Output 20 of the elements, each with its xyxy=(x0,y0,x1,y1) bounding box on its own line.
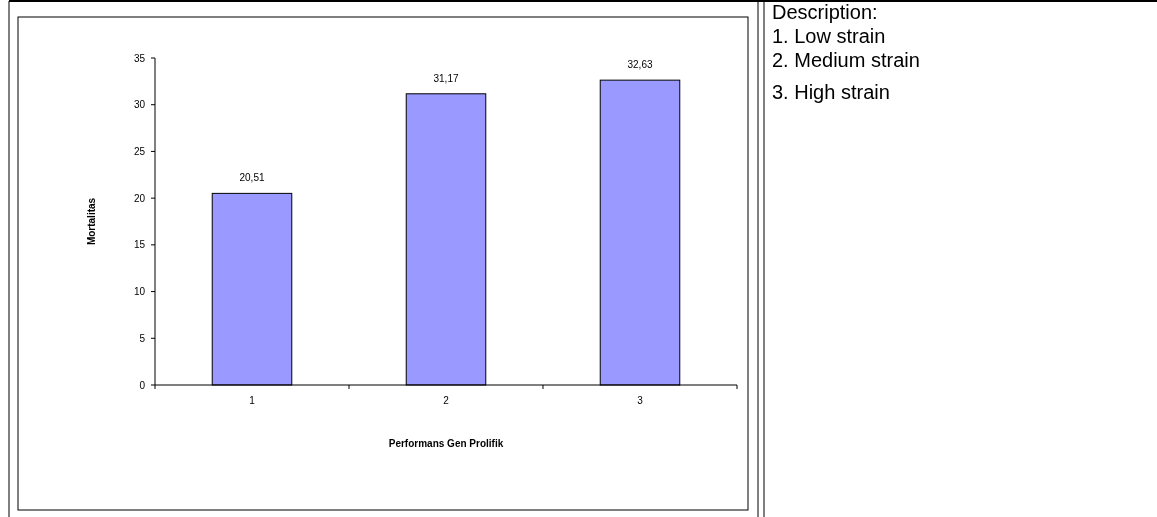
y-tick-label: 35 xyxy=(133,52,146,64)
y-tick-label: 5 xyxy=(139,332,146,344)
text: 3. High strain xyxy=(772,81,890,103)
y-tick-label: 0 xyxy=(139,379,146,391)
x-tick-label: 2 xyxy=(443,395,450,406)
x-axis-title: Performans Gen Prolifik xyxy=(388,438,504,449)
y-tick-label: 15 xyxy=(133,239,146,251)
text: Description: xyxy=(772,1,878,23)
y-tick-label: 10 xyxy=(133,286,146,298)
data-label: 32,63 xyxy=(627,59,653,71)
y-tick-label: 20 xyxy=(133,192,146,204)
text: 1. Low strain xyxy=(772,25,886,47)
y-tick-label: 25 xyxy=(133,145,146,157)
data-label: 31,17 xyxy=(433,72,459,84)
x-tick-label: 1 xyxy=(249,395,256,406)
y-tick-label: 30 xyxy=(133,99,146,111)
data-label: 20,51 xyxy=(239,172,265,184)
text: 2. Medium strain xyxy=(772,49,920,71)
y-axis-title: Mortalitas xyxy=(86,197,97,246)
x-tick-label: 3 xyxy=(637,395,644,406)
